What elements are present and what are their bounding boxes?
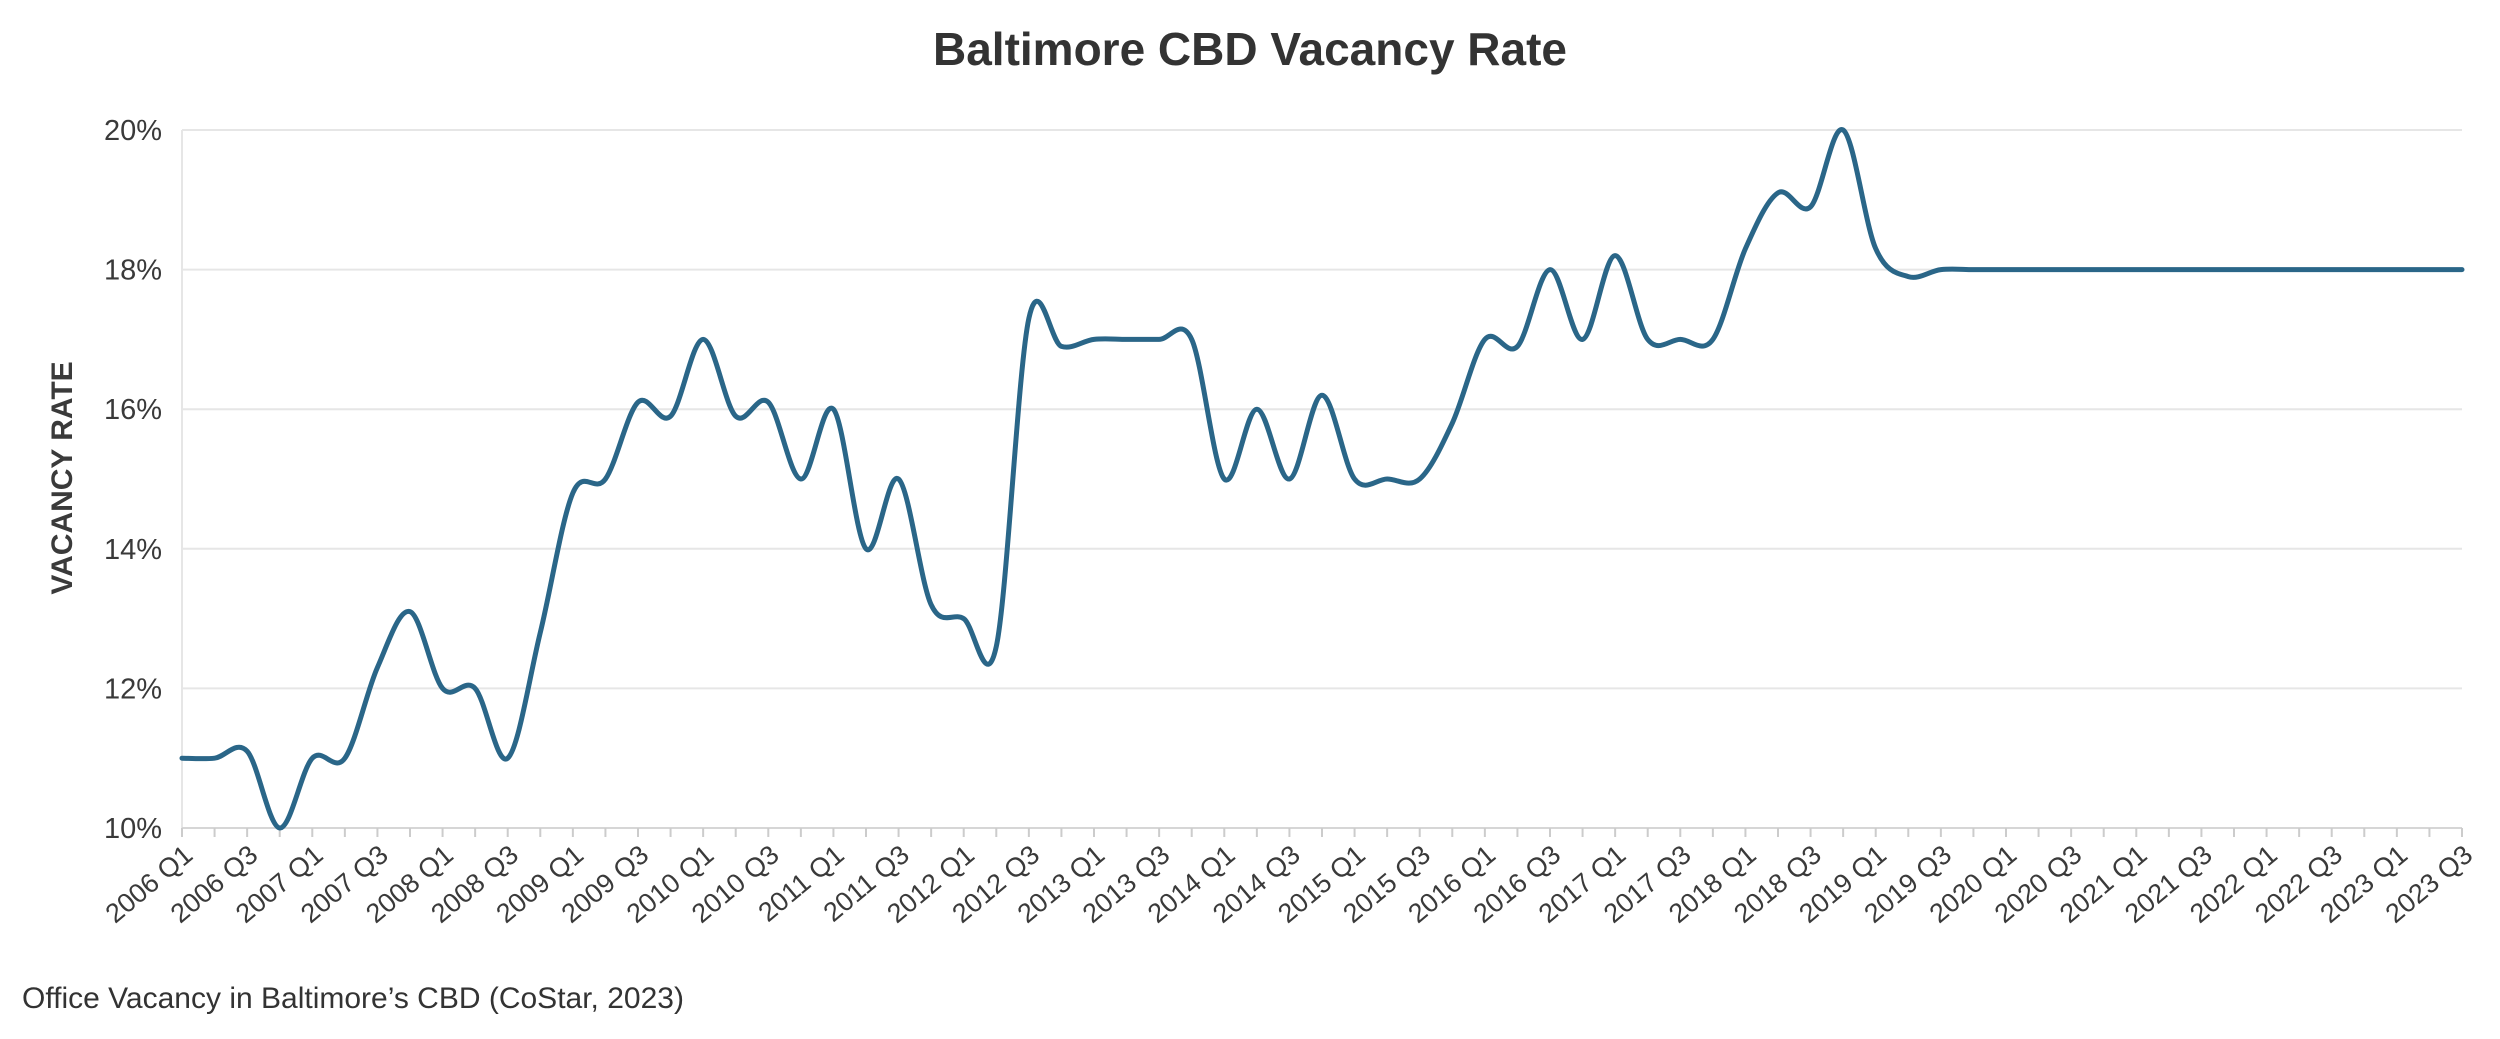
y-tick-label: 14% [104, 534, 162, 566]
y-axis-ticks: 10% 12% 14% 16% 18% 20% [104, 115, 162, 845]
gridlines [182, 129, 2462, 829]
y-tick-label: 16% [104, 394, 162, 426]
series [179, 127, 2465, 831]
series-line-vacancy-rate [179, 127, 2465, 831]
y-tick-label: 20% [104, 115, 162, 147]
chart-source-note: Office Vacancy in Baltimore’s CBD (CoSta… [22, 982, 684, 1015]
y-tick-label: 18% [104, 255, 162, 287]
y-tick-label: 10% [104, 813, 162, 845]
chart-title: Baltimore CBD Vacancy Rate [932, 23, 1568, 75]
axes [181, 130, 2462, 829]
y-tick-label: 12% [104, 673, 162, 705]
y-axis-title: VACANCY RATE [46, 361, 79, 594]
